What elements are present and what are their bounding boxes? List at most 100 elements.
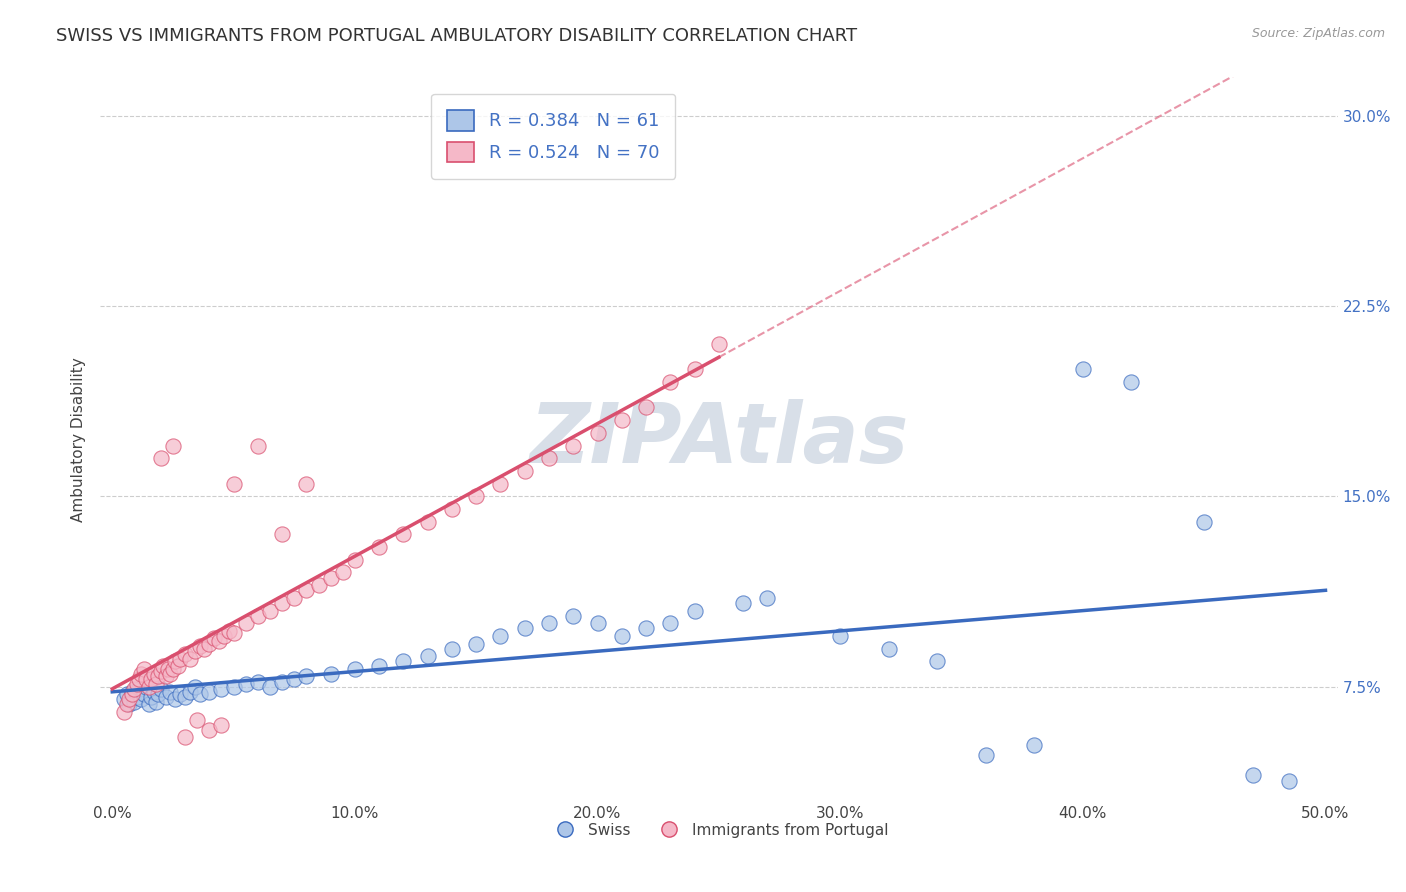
Point [131,692,153,706]
Point [135,672,157,686]
Point [513,621,536,635]
Point [155,690,177,704]
Point [174,647,197,661]
Point [562,608,585,623]
Point [121,687,143,701]
Point [636,621,658,635]
Point [139,672,162,686]
Point [155,669,177,683]
Point [157,662,180,676]
Point [1192,515,1215,529]
Text: ZIPAtlas: ZIPAtlas [529,399,908,480]
Point [198,723,221,737]
Point [131,667,153,681]
Point [343,662,366,676]
Point [877,641,900,656]
Point [659,616,682,631]
Point [193,641,215,656]
Point [295,583,318,598]
Point [465,489,488,503]
Point [145,677,167,691]
Point [159,684,181,698]
Point [211,682,233,697]
Point [152,659,174,673]
Point [271,596,294,610]
Text: Source: ZipAtlas.com: Source: ZipAtlas.com [1251,27,1385,40]
Point [138,698,160,712]
Point [179,684,201,698]
Point [1241,768,1264,782]
Point [246,674,269,689]
Point [295,669,318,683]
Point [186,713,208,727]
Point [440,502,463,516]
Point [139,690,162,704]
Point [368,659,391,673]
Point [121,684,143,698]
Legend: Swiss, Immigrants from Portugal: Swiss, Immigrants from Portugal [544,817,894,844]
Point [259,603,281,617]
Point [174,731,197,745]
Point [1071,362,1094,376]
Point [115,687,138,701]
Point [149,451,172,466]
Point [135,680,157,694]
Point [271,674,294,689]
Point [343,553,366,567]
Text: SWISS VS IMMIGRANTS FROM PORTUGAL AMBULATORY DISABILITY CORRELATION CHART: SWISS VS IMMIGRANTS FROM PORTUGAL AMBULA… [56,27,858,45]
Point [198,636,221,650]
Point [246,438,269,452]
Point [683,603,706,617]
Point [756,591,779,605]
Point [283,591,305,605]
Point [295,476,318,491]
Point [162,662,184,676]
Point [202,632,225,646]
Point [211,717,233,731]
Point [132,662,155,676]
Point [112,705,135,719]
Point [128,672,150,686]
Point [513,464,536,478]
Point [142,667,165,681]
Point [235,616,257,631]
Point [683,362,706,376]
Point [122,695,145,709]
Point [184,644,207,658]
Point [271,527,294,541]
Point [610,413,633,427]
Point [188,639,211,653]
Point [198,684,221,698]
Point [283,672,305,686]
Point [184,680,207,694]
Point [125,677,148,691]
Point [166,659,188,673]
Point [610,629,633,643]
Point [138,680,160,694]
Point [733,596,755,610]
Point [142,684,165,698]
Point [636,401,658,415]
Point [707,337,730,351]
Point [586,616,609,631]
Point [659,375,682,389]
Point [165,654,187,668]
Point [128,682,150,697]
Point [465,636,488,650]
Point [162,438,184,452]
Point [125,690,148,704]
Point [586,425,609,440]
Point [145,695,167,709]
Point [222,680,245,694]
Point [562,438,585,452]
Point [122,682,145,697]
Point [208,634,231,648]
Point [440,641,463,656]
Point [222,626,245,640]
Point [165,692,187,706]
Point [148,669,170,683]
Point [169,687,191,701]
Point [115,698,138,712]
Point [308,578,330,592]
Point [212,629,235,643]
